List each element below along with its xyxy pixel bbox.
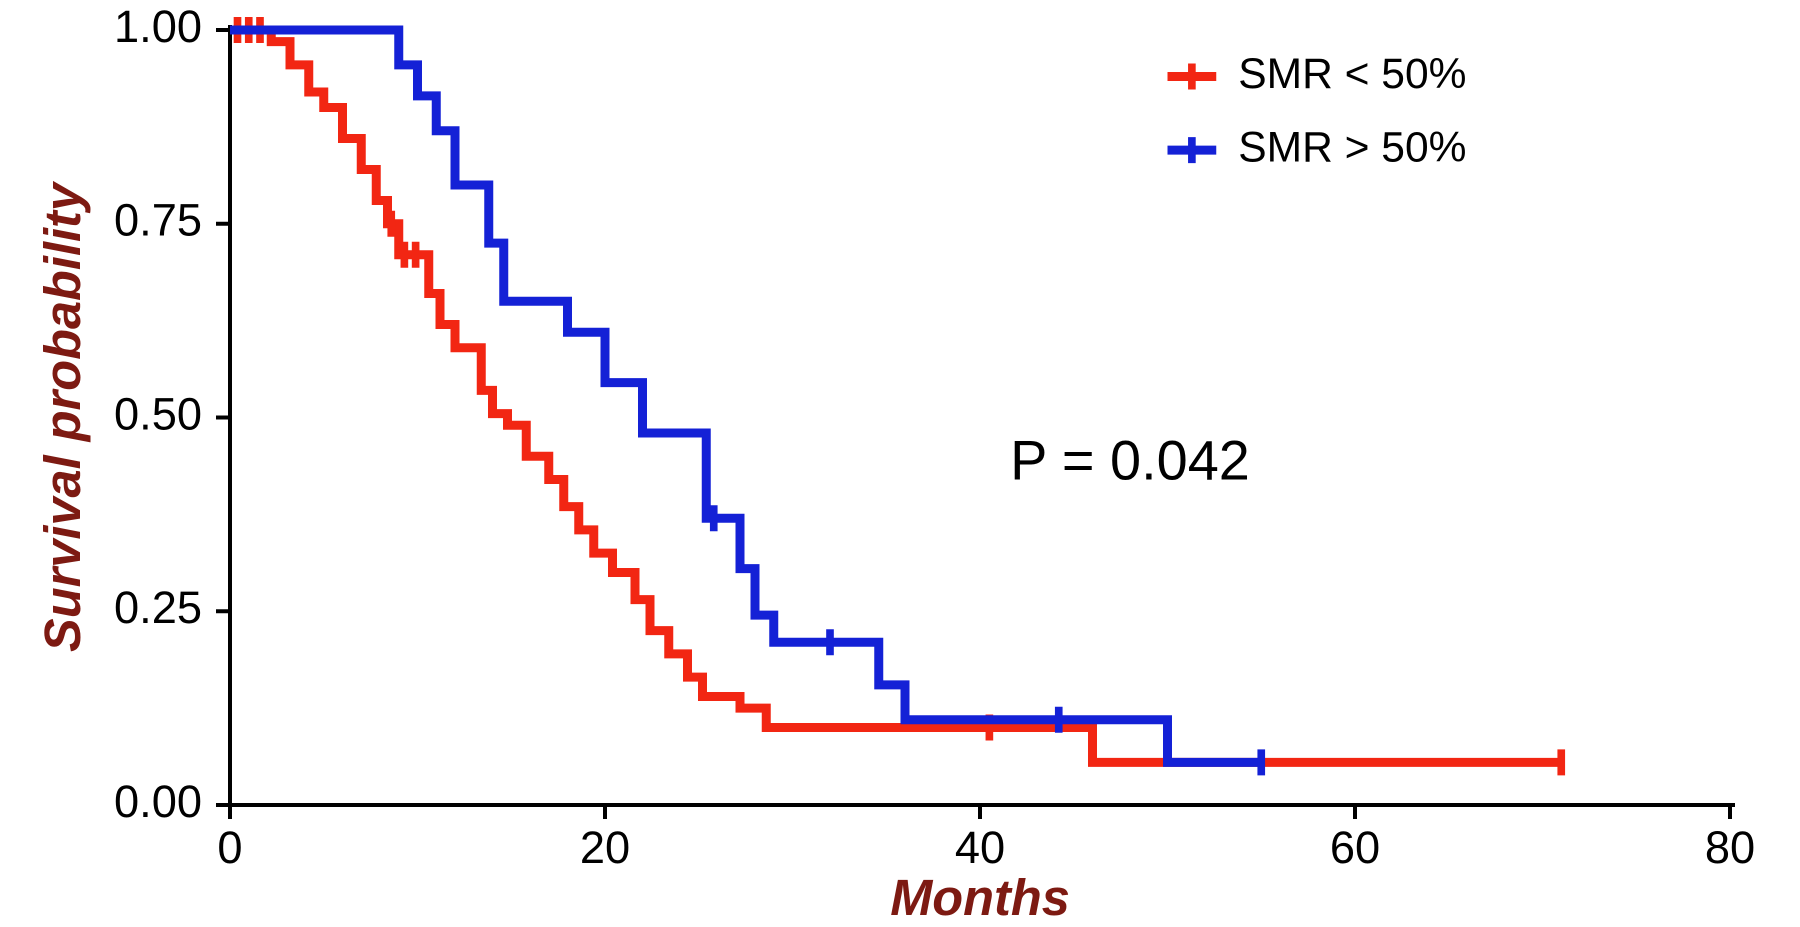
y-axis-label: Survival probability (34, 180, 91, 652)
y-tick-label: 0.50 (114, 388, 202, 439)
y-tick-label: 0.25 (114, 582, 202, 633)
x-tick-label: 0 (217, 822, 242, 873)
y-tick-label: 1.00 (114, 1, 202, 52)
legend-label: SMR < 50% (1238, 50, 1466, 98)
km-chart-svg: 0.00 0.25 0.50 0.75 1.00 0 20 40 60 80 Survival pr… (0, 0, 1800, 927)
km-chart: 0.00 0.25 0.50 0.75 1.00 0 20 40 60 80 Survival pr… (0, 0, 1800, 927)
x-tick-label: 20 (580, 822, 630, 873)
x-tick-label: 60 (1330, 822, 1380, 873)
x-tick-label: 80 (1705, 822, 1755, 873)
y-tick-label: 0.00 (114, 776, 202, 827)
p-value-annotation: P = 0.042 (1010, 429, 1250, 492)
plot-background (0, 0, 1800, 927)
legend-label: SMR > 50% (1238, 123, 1466, 171)
x-tick-label: 40 (955, 822, 1005, 873)
x-axis-label: Months (890, 869, 1070, 926)
y-tick-label: 0.75 (114, 195, 202, 246)
